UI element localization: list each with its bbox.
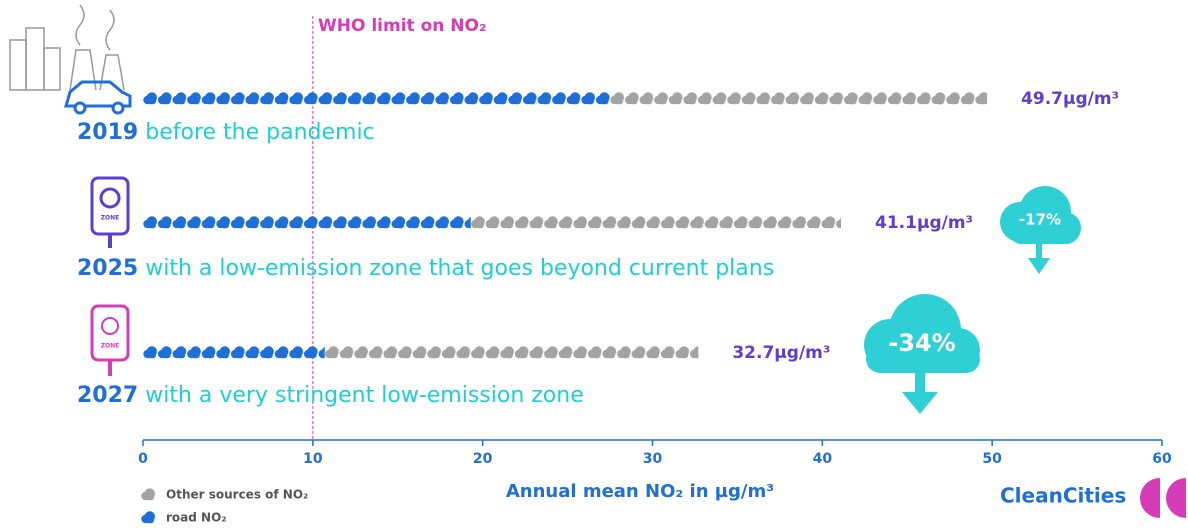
total-label: 49.7µg/m³: [1021, 89, 1119, 109]
bar-segment: [143, 214, 471, 230]
total-label: 32.7µg/m³: [732, 343, 830, 363]
bar-segment: [324, 344, 699, 360]
bar-segment: [143, 344, 325, 360]
row-label: 2025 with a low-emission zone that goes …: [77, 256, 774, 281]
total-label: 41.1µg/m³: [875, 213, 973, 233]
annotation: -17%: [1019, 211, 1061, 229]
svg-text:ZONE: ZONE: [101, 215, 120, 222]
legend-swatch: [141, 509, 156, 525]
row-label: 2027 with a very stringent low-emission …: [77, 383, 584, 408]
description: with a very stringent low-emission zone: [145, 383, 584, 408]
logo: CleanCities: [1000, 484, 1126, 508]
x-tick-label: 20: [473, 451, 493, 467]
year: 2027: [77, 383, 138, 408]
reduction-cloud-2: [864, 294, 980, 414]
zone-sign-2027: ZONE: [90, 304, 130, 376]
x-tick-label: 50: [982, 451, 1002, 467]
legend-swatch: [141, 486, 156, 502]
legend-label: Other sources of NO₂: [166, 488, 308, 502]
zone-sign-2025: ZONE: [90, 176, 130, 248]
car-icon: [64, 80, 132, 115]
svg-text:ZONE: ZONE: [101, 343, 120, 350]
description: with a low-emission zone that goes beyon…: [145, 256, 774, 281]
bar-segment: [610, 90, 988, 106]
year: 2025: [77, 256, 138, 281]
year: 2019: [77, 120, 138, 145]
x-tick-label: 30: [643, 451, 663, 467]
bar-segment: [143, 90, 611, 106]
city-icon: [9, 4, 125, 91]
x-tick-label: 40: [813, 451, 833, 467]
legend-label: road NO₂: [166, 511, 227, 525]
annotation: -34%: [888, 329, 955, 357]
reduction-cloud-1: [1000, 186, 1081, 274]
description: before the pandemic: [145, 120, 374, 145]
logo-mark: [1140, 478, 1186, 518]
bar-segment: [470, 214, 842, 230]
x-tick-label: 0: [138, 451, 148, 467]
x-axis-label: Annual mean NO₂ in µg/m³: [506, 481, 774, 502]
x-tick-label: 60: [1152, 451, 1172, 467]
row-label: 2019 before the pandemic: [77, 120, 375, 145]
reference-label: WHO limit on NO₂: [318, 16, 486, 36]
x-tick-label: 10: [303, 451, 323, 467]
